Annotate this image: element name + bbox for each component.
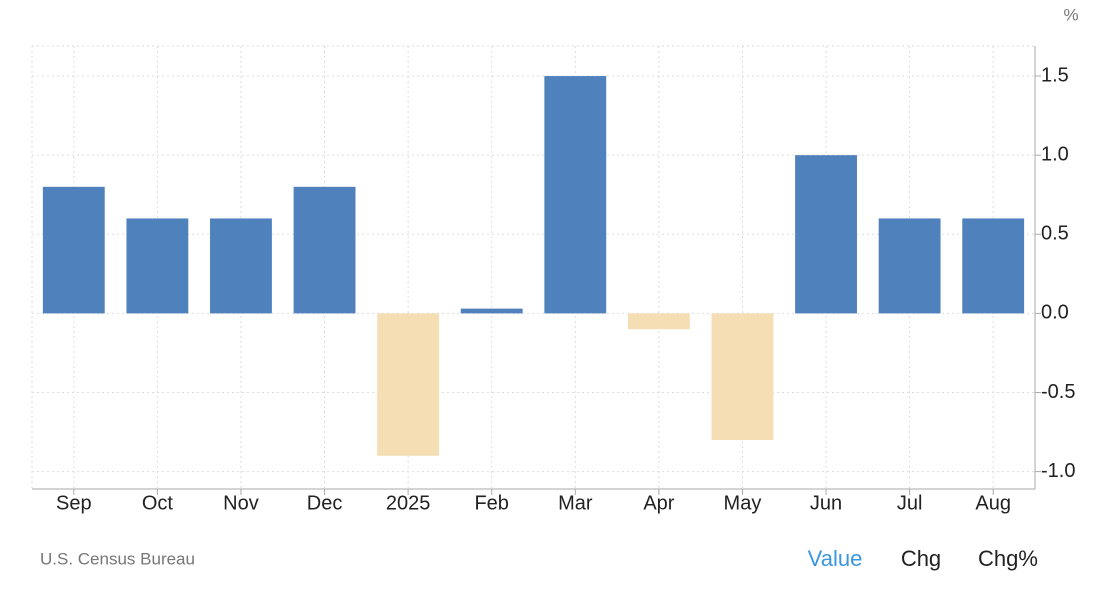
source: U.S. Census Bureau xyxy=(40,549,195,568)
chg-pct-button[interactable]: Chg% xyxy=(978,546,1038,571)
x-tick-label: Sep xyxy=(56,492,92,514)
bar xyxy=(210,218,272,314)
y-tick-label: -1.0 xyxy=(1041,460,1075,482)
x-tick-label: Feb xyxy=(474,492,508,514)
x-tick-label: Jun xyxy=(810,492,842,514)
bar xyxy=(126,218,189,314)
chg-button[interactable]: Chg xyxy=(901,546,941,571)
bar xyxy=(377,313,440,456)
x-tick-label: Jul xyxy=(897,492,923,514)
y-tick-label: 1.0 xyxy=(1041,143,1069,165)
y-tick-label: 0.0 xyxy=(1041,302,1069,324)
bar xyxy=(544,76,607,314)
bar xyxy=(627,313,690,330)
x-tick-label: Apr xyxy=(643,492,674,514)
y-tick-label: 0.5 xyxy=(1041,223,1069,245)
x-tick-label: Aug xyxy=(975,492,1011,514)
x-tick-label: Mar xyxy=(558,492,593,514)
bar xyxy=(293,186,356,314)
bar xyxy=(962,218,1025,314)
bar xyxy=(711,313,774,440)
value-button[interactable]: Value xyxy=(808,546,863,571)
x-tick-label: Dec xyxy=(307,492,343,514)
bar xyxy=(460,308,523,314)
x-tick-label: Nov xyxy=(223,492,259,514)
x-tick-label: 2025 xyxy=(386,492,431,514)
bar xyxy=(795,155,857,314)
bar xyxy=(42,186,105,314)
x-tick-label: May xyxy=(724,492,762,514)
bar xyxy=(878,218,941,314)
y-tick-label: 1.5 xyxy=(1041,64,1069,86)
x-tick-label: Oct xyxy=(142,492,174,514)
y-tick-label: -0.5 xyxy=(1041,381,1075,403)
unit-label: % xyxy=(1063,5,1078,24)
